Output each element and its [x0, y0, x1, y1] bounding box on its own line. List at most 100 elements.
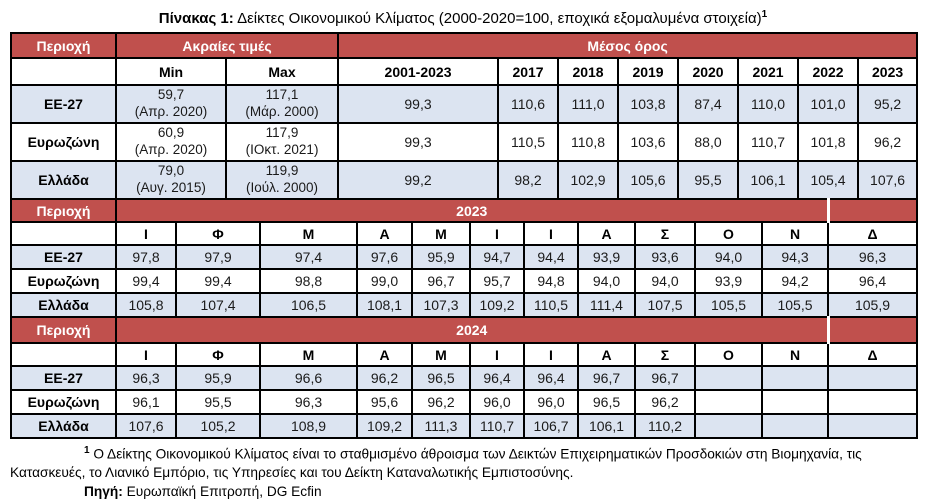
value-cell: 105,6: [617, 160, 680, 200]
value-cell: 96,3: [827, 244, 919, 270]
value-cell: 105,8: [115, 292, 177, 318]
value-cell: 107,6: [115, 413, 177, 439]
month-col-header: Ι: [469, 221, 525, 246]
table-title-label: Πίνακας 1:: [158, 10, 234, 27]
section-header-trailing-cell: [826, 198, 919, 223]
value-cell: 96,7: [634, 365, 696, 391]
value-cell: [827, 365, 919, 391]
header-average: Μέσος όρος: [337, 32, 919, 59]
month-col-header: Ο: [694, 342, 763, 367]
value-cell: 96,0: [469, 389, 525, 415]
value-cell: 99,4: [115, 268, 177, 294]
row-2023-greece: Ελλάδα 105,8 107,4 106,5 108,1 107,3 109…: [10, 292, 919, 318]
value-cell: 95,5: [677, 160, 740, 200]
value-cell: 96,2: [634, 389, 696, 415]
value-cell: 96,4: [523, 365, 579, 391]
month-col-header: Α: [577, 342, 636, 367]
region-label: Ευρωζώνη: [10, 122, 117, 162]
month-col-header: Ι: [523, 221, 579, 246]
max-value: 117,9: [265, 125, 299, 141]
summary-row-greece: Ελλάδα 79,0 (Αυγ. 2015) 119,9 (Ιούλ. 200…: [10, 160, 919, 200]
value-cell: 95,9: [411, 244, 471, 270]
value-cell: 94,7: [469, 244, 525, 270]
value-cell: 99,4: [175, 268, 261, 294]
min-column-label: Min: [115, 57, 227, 86]
summary-subheader-row: Min Max 2001-2023 2017 2018 2019 2020 20…: [10, 57, 919, 86]
value-cell: 99,2: [337, 160, 500, 200]
month-col-header: Ι: [523, 342, 579, 367]
value-cell: 96,3: [115, 365, 177, 391]
empty-corner-cell: [10, 221, 117, 246]
value-cell: 110,7: [737, 122, 800, 162]
value-cell: 96,1: [115, 389, 177, 415]
min-value: 79,0: [157, 163, 185, 179]
year-column-header: 2018: [557, 57, 620, 86]
table-title-footnote-marker: 1: [761, 9, 768, 20]
section-header-2024: Περιοχή 2024: [10, 316, 919, 344]
value-cell: 96,5: [411, 365, 471, 391]
month-col-header: Μ: [259, 342, 358, 367]
max-value: 117,1: [265, 87, 299, 103]
month-col-header: Μ: [259, 221, 358, 246]
max-cell: 119,9 (Ιούλ. 2000): [224, 160, 340, 200]
value-cell: 108,1: [356, 292, 413, 318]
month-col-header: Δ: [827, 342, 919, 367]
value-cell: 95,5: [175, 389, 261, 415]
month-col-header: Ι: [115, 342, 177, 367]
table-title-text: Δείκτες Οικονομικού Κλίματος (2000-2020=…: [233, 10, 762, 27]
value-cell: 96,4: [827, 268, 919, 294]
value-cell: 109,2: [356, 413, 413, 439]
value-cell: 96,0: [523, 389, 579, 415]
header-region: Περιοχή: [10, 32, 117, 59]
min-date: (Απρ. 2020): [134, 142, 208, 157]
max-date: (ΙΟκτ. 2021): [245, 142, 319, 157]
month-col-header: Σ: [634, 342, 696, 367]
value-cell: 95,7: [469, 268, 525, 294]
value-cell: 101,8: [797, 122, 860, 162]
value-cell: [760, 413, 830, 439]
year-column-header: 2021: [737, 57, 800, 86]
value-cell: 111,0: [557, 84, 620, 124]
value-cell: 94,0: [634, 268, 696, 294]
value-cell: 95,6: [356, 389, 413, 415]
value-cell: 93,6: [634, 244, 696, 270]
value-cell: 106,1: [737, 160, 800, 200]
value-cell: 106,1: [577, 413, 636, 439]
value-cell: 105,9: [827, 292, 919, 318]
summary-header-row: Περιοχή Ακραίες τιμές Μέσος όρος: [10, 32, 919, 59]
value-cell: 110,5: [523, 292, 579, 318]
value-cell: 97,6: [356, 244, 413, 270]
value-cell: 110,7: [469, 413, 525, 439]
section-header-trailing-cell: [826, 316, 919, 344]
region-label: Ευρωζώνη: [10, 268, 117, 294]
month-header-row: Ι Φ Μ Α Μ Ι Ι Α Σ Ο Ν Δ: [10, 342, 919, 367]
value-cell: 96,5: [577, 389, 636, 415]
region-label: Ελλάδα: [10, 160, 117, 200]
section-year-label: 2023: [114, 198, 830, 223]
value-cell: 96,2: [857, 122, 919, 162]
month-col-header: Ν: [760, 221, 830, 246]
value-cell: 95,2: [857, 84, 919, 124]
month-col-header: Δ: [827, 221, 919, 246]
min-value: 60,9: [157, 125, 185, 141]
month-header-row: Ι Φ Μ Α Μ Ι Ι Α Σ Ο Ν Δ: [10, 221, 919, 246]
source-text: Ευρωπαϊκή Επιτροπή, DG Ecfin: [122, 483, 322, 499]
value-cell: 110,2: [634, 413, 696, 439]
summary-row-ee27: EE-27 59,7 (Απρ. 2020) 117,1 (Μάρ. 2000)…: [10, 84, 919, 124]
value-cell: 93,9: [694, 268, 763, 294]
footnote-text: Ο Δείκτης Οικονομικού Κλίματος είναι το …: [10, 446, 862, 480]
value-cell: [694, 413, 763, 439]
year-column-header: 2017: [497, 57, 560, 86]
region-label: EE-27: [10, 244, 117, 270]
value-cell: 96,7: [577, 365, 636, 391]
value-cell: 96,6: [259, 365, 358, 391]
header-region: Περιοχή: [10, 198, 117, 223]
value-cell: [760, 389, 830, 415]
min-cell: 79,0 (Αυγ. 2015): [115, 160, 227, 200]
row-2024-greece: Ελλάδα 107,6 105,2 108,9 109,2 111,3 110…: [10, 413, 919, 439]
source-line: Πηγή: Ευρωπαϊκή Επιτροπή, DG Ecfin: [84, 484, 926, 499]
value-cell: 103,6: [617, 122, 680, 162]
max-date: (Μάρ. 2000): [245, 104, 319, 119]
month-col-header: Α: [356, 342, 413, 367]
value-cell: 105,5: [760, 292, 830, 318]
